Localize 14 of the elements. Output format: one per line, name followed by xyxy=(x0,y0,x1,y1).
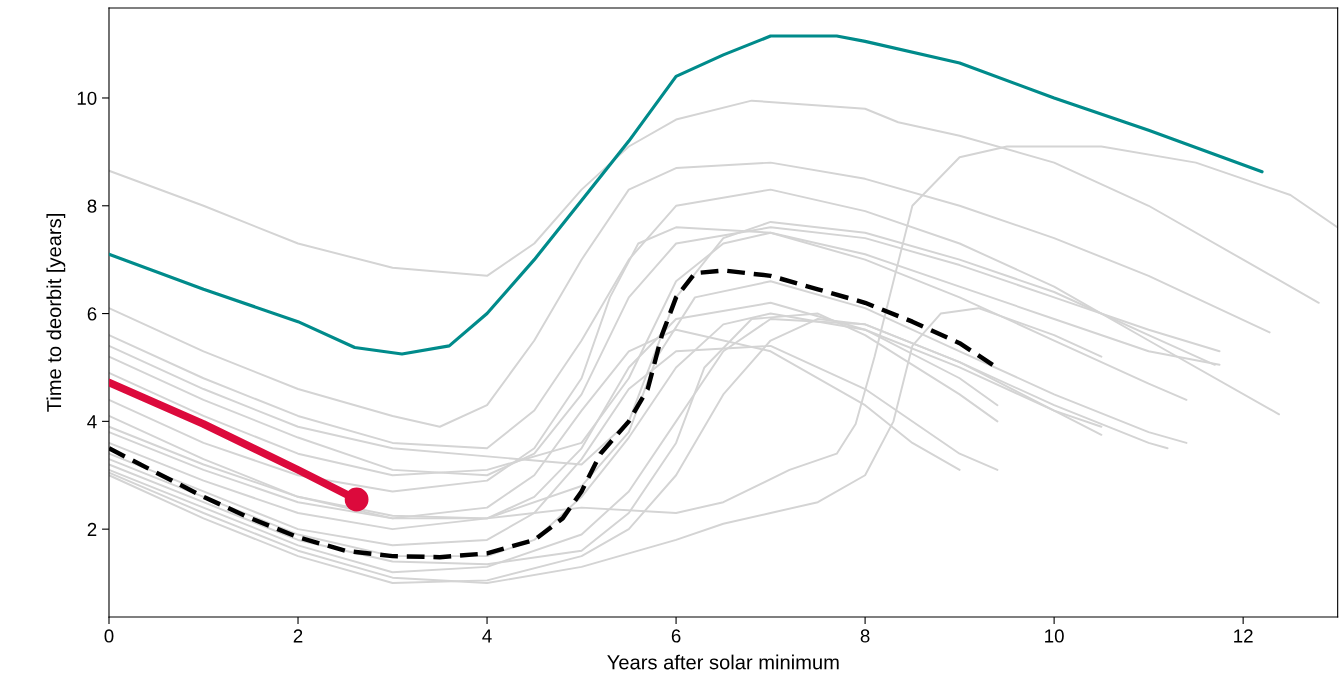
x-tick-label: 8 xyxy=(860,629,870,643)
y-axis-title: Time to deorbit [years] xyxy=(46,214,66,412)
y-tick-label: 8 xyxy=(87,199,97,213)
x-tick-label: 0 xyxy=(104,629,114,643)
y-tick-label: 4 xyxy=(87,415,97,429)
x-tick-label: 6 xyxy=(671,629,681,643)
x-tick-label: 10 xyxy=(1045,629,1064,643)
x-tick-label: 12 xyxy=(1234,629,1253,643)
y-tick-label: 10 xyxy=(77,91,97,105)
y-tick-label: 2 xyxy=(87,522,97,536)
x-tick-label: 2 xyxy=(293,629,303,643)
x-axis-title: Years after solar minimum xyxy=(607,654,839,670)
y-tick-label: 6 xyxy=(87,307,97,321)
x-tick-label: 4 xyxy=(482,629,492,643)
